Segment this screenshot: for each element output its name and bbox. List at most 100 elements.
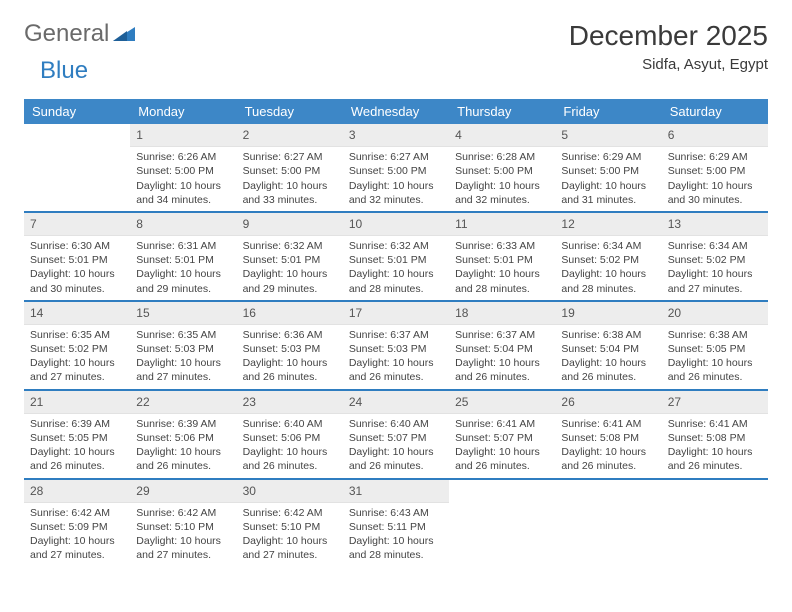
sunrise-text: Sunrise: 6:30 AM	[30, 239, 124, 253]
daylight-text: Daylight: 10 hours and 26 minutes.	[561, 356, 655, 384]
sunrise-text: Sunrise: 6:36 AM	[243, 328, 337, 342]
daylight-text: Daylight: 10 hours and 26 minutes.	[243, 356, 337, 384]
sunrise-text: Sunrise: 6:37 AM	[349, 328, 443, 342]
sunset-text: Sunset: 5:01 PM	[136, 253, 230, 267]
day-content-cell: Sunrise: 6:42 AMSunset: 5:10 PMDaylight:…	[130, 503, 236, 567]
day-number-cell: 18	[449, 302, 555, 325]
sunrise-text: Sunrise: 6:41 AM	[455, 417, 549, 431]
sunset-text: Sunset: 5:05 PM	[668, 342, 762, 356]
sunset-text: Sunset: 5:01 PM	[455, 253, 549, 267]
day-details: Sunrise: 6:43 AMSunset: 5:11 PMDaylight:…	[343, 503, 449, 567]
day-details: Sunrise: 6:42 AMSunset: 5:10 PMDaylight:…	[130, 503, 236, 567]
day-details: Sunrise: 6:39 AMSunset: 5:05 PMDaylight:…	[24, 414, 130, 478]
day-number-cell: 29	[130, 480, 236, 503]
sunrise-text: Sunrise: 6:42 AM	[136, 506, 230, 520]
day-number: 8	[130, 213, 236, 236]
day-header-friday: Friday	[555, 99, 661, 124]
day-number: 14	[24, 302, 130, 325]
day-number: 21	[24, 391, 130, 414]
day-number-cell: 26	[555, 391, 661, 414]
day-number-cell: 24	[343, 391, 449, 414]
day-details: Sunrise: 6:39 AMSunset: 5:06 PMDaylight:…	[130, 414, 236, 478]
day-number: 19	[555, 302, 661, 325]
sunset-text: Sunset: 5:10 PM	[243, 520, 337, 534]
day-details: Sunrise: 6:26 AMSunset: 5:00 PMDaylight:…	[130, 147, 236, 211]
sunset-text: Sunset: 5:11 PM	[349, 520, 443, 534]
day-number: 31	[343, 480, 449, 503]
day-number: 23	[237, 391, 343, 414]
day-content-cell	[24, 147, 130, 212]
day-number-cell: 30	[237, 480, 343, 503]
day-number: 17	[343, 302, 449, 325]
day-content-cell: Sunrise: 6:40 AMSunset: 5:07 PMDaylight:…	[343, 414, 449, 479]
page-title: December 2025	[569, 20, 768, 52]
day-details: Sunrise: 6:38 AMSunset: 5:05 PMDaylight:…	[662, 325, 768, 389]
day-number-cell	[449, 480, 555, 503]
day-number: 27	[662, 391, 768, 414]
sunset-text: Sunset: 5:03 PM	[349, 342, 443, 356]
daylight-text: Daylight: 10 hours and 32 minutes.	[349, 179, 443, 207]
day-number-cell: 14	[24, 302, 130, 325]
day-content-cell: Sunrise: 6:41 AMSunset: 5:08 PMDaylight:…	[555, 414, 661, 479]
day-content-cell: Sunrise: 6:31 AMSunset: 5:01 PMDaylight:…	[130, 236, 236, 301]
day-number: 6	[662, 124, 768, 147]
logo: General	[24, 20, 137, 48]
sunrise-text: Sunrise: 6:31 AM	[136, 239, 230, 253]
sunset-text: Sunset: 5:07 PM	[455, 431, 549, 445]
sunrise-text: Sunrise: 6:35 AM	[136, 328, 230, 342]
day-details: Sunrise: 6:34 AMSunset: 5:02 PMDaylight:…	[555, 236, 661, 300]
day-number: 5	[555, 124, 661, 147]
day-content-cell: Sunrise: 6:29 AMSunset: 5:00 PMDaylight:…	[555, 147, 661, 212]
sunset-text: Sunset: 5:03 PM	[136, 342, 230, 356]
sunrise-text: Sunrise: 6:40 AM	[349, 417, 443, 431]
day-number-cell: 17	[343, 302, 449, 325]
sunset-text: Sunset: 5:09 PM	[30, 520, 124, 534]
day-details: Sunrise: 6:41 AMSunset: 5:08 PMDaylight:…	[555, 414, 661, 478]
week-content-row: Sunrise: 6:30 AM Sunset: 5:01 PM Daylight:…	[24, 236, 768, 301]
day-number-cell: 21	[24, 391, 130, 414]
day-content-cell: Sunrise: 6:42 AMSunset: 5:10 PMDaylight:…	[237, 503, 343, 567]
sunrise-text: Sunrise: 6:42 AM	[30, 506, 124, 520]
daylight-text: Daylight: 10 hours and 26 minutes.	[455, 356, 549, 384]
day-content-cell	[449, 503, 555, 567]
day-number-cell: 9	[237, 213, 343, 236]
daylight-text: Daylight: 10 hours and 27 minutes.	[30, 534, 124, 562]
day-number: 30	[237, 480, 343, 503]
day-number: 9	[237, 213, 343, 236]
day-content-cell: Sunrise: 6:41 AMSunset: 5:08 PMDaylight:…	[662, 414, 768, 479]
daylight-text: Daylight: 10 hours and 32 minutes.	[455, 179, 549, 207]
daylight-text: Daylight: 10 hours and 26 minutes.	[349, 445, 443, 473]
day-number-cell: 22	[130, 391, 236, 414]
logo-triangle-icon	[113, 23, 135, 46]
daylight-text: Daylight: 10 hours and 30 minutes.	[30, 267, 124, 295]
day-number: 29	[130, 480, 236, 503]
sunrise-text: Sunrise: 6:39 AM	[30, 417, 124, 431]
day-details: Sunrise: 6:41 AMSunset: 5:08 PMDaylight:…	[662, 414, 768, 478]
day-details: Sunrise: 6:36 AMSunset: 5:03 PMDaylight:…	[237, 325, 343, 389]
sunset-text: Sunset: 5:06 PM	[136, 431, 230, 445]
sunset-text: Sunset: 5:07 PM	[349, 431, 443, 445]
day-content-cell: Sunrise: 6:34 AMSunset: 5:02 PMDaylight:…	[662, 236, 768, 301]
day-details: Sunrise: 6:38 AMSunset: 5:04 PMDaylight:…	[555, 325, 661, 389]
day-number: 4	[449, 124, 555, 147]
day-details: Sunrise: 6:40 AMSunset: 5:06 PMDaylight:…	[237, 414, 343, 478]
daylight-text: Daylight: 10 hours and 28 minutes.	[349, 534, 443, 562]
day-number-cell: 3	[343, 124, 449, 147]
day-number: 25	[449, 391, 555, 414]
daylight-text: Daylight: 10 hours and 31 minutes.	[561, 179, 655, 207]
daylight-text: Daylight: 10 hours and 30 minutes.	[668, 179, 762, 207]
day-header-thursday: Thursday	[449, 99, 555, 124]
day-content-cell: Sunrise: 6:33 AMSunset: 5:01 PMDaylight:…	[449, 236, 555, 301]
week-number-row: 14151617181920	[24, 302, 768, 325]
sunrise-text: Sunrise: 6:40 AM	[243, 417, 337, 431]
day-number: 24	[343, 391, 449, 414]
day-content-cell: Sunrise: 6:39 AMSunset: 5:06 PMDaylight:…	[130, 414, 236, 479]
day-number-cell: 23	[237, 391, 343, 414]
day-details: Sunrise: 6:34 AMSunset: 5:02 PMDaylight:…	[662, 236, 768, 300]
sunrise-text: Sunrise: 6:38 AM	[668, 328, 762, 342]
day-details: Sunrise: 6:35 AMSunset: 5:03 PMDaylight:…	[130, 325, 236, 389]
day-content-cell: Sunrise: 6:37 AMSunset: 5:03 PMDaylight:…	[343, 325, 449, 390]
day-content-cell: Sunrise: 6:39 AMSunset: 5:05 PMDaylight:…	[24, 414, 130, 479]
day-number-cell: 8	[130, 213, 236, 236]
day-number-cell: 28	[24, 480, 130, 503]
